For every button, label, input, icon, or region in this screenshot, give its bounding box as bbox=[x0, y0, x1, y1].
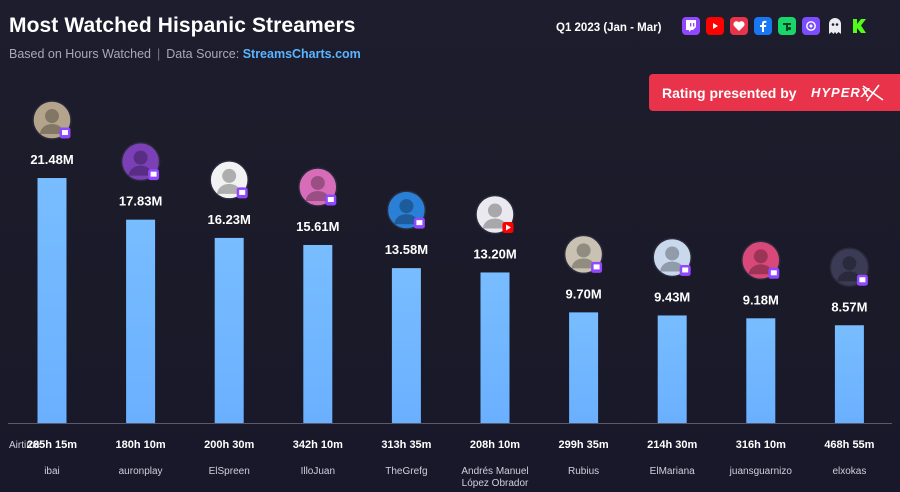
value-label: 21.48M bbox=[30, 152, 73, 167]
heart-icon[interactable] bbox=[730, 17, 748, 35]
avatar-head bbox=[665, 246, 680, 261]
promo-banner[interactable]: Rating presented by HYPERX bbox=[649, 74, 900, 111]
avatar-shoulders bbox=[748, 264, 773, 275]
subtitle-separator: | bbox=[156, 47, 161, 61]
twitch-glyph-icon bbox=[150, 171, 157, 177]
subtitle: Based on Hours Watched | Data Source: Stre… bbox=[9, 47, 361, 61]
avatar-head bbox=[399, 199, 414, 214]
facebook-icon[interactable] bbox=[754, 17, 772, 35]
twitch-glyph-icon bbox=[239, 189, 246, 195]
twitch-glyph-icon bbox=[859, 277, 866, 283]
bar[interactable] bbox=[214, 237, 244, 423]
value-label: 13.58M bbox=[385, 242, 428, 257]
ghost-icon[interactable] bbox=[826, 17, 844, 35]
avatar-head bbox=[488, 203, 502, 218]
streamer-name: auronplay bbox=[119, 466, 163, 477]
streamer-name: Andrés Manuel bbox=[461, 466, 528, 477]
streamer-name: IlloJuan bbox=[301, 466, 335, 477]
avatar-shoulders bbox=[571, 258, 596, 269]
streamer-name: López Obrador bbox=[462, 478, 529, 489]
streamer-name: Rubius bbox=[568, 466, 599, 477]
bar[interactable] bbox=[569, 312, 599, 423]
streamer-name: elxokas bbox=[832, 466, 866, 477]
avatar-head bbox=[753, 249, 768, 264]
avatar-shoulders bbox=[483, 218, 507, 229]
twitch-glyph-icon bbox=[593, 264, 600, 270]
airtime-value: 316h 10m bbox=[736, 439, 786, 451]
hyperx-logo: HYPERX bbox=[811, 84, 884, 101]
avatar-head bbox=[45, 109, 59, 124]
streamer-name: juansguarnizo bbox=[729, 466, 793, 477]
bar[interactable] bbox=[746, 318, 776, 423]
avatar-head bbox=[133, 150, 148, 165]
period-label: Q1 2023 (Jan - Mar) bbox=[556, 22, 662, 34]
avatar-shoulders bbox=[217, 183, 242, 194]
page-title: Most Watched Hispanic Streamers bbox=[9, 14, 356, 37]
value-label: 16.23M bbox=[208, 212, 251, 227]
airtime-value: 285h 15m bbox=[27, 439, 77, 451]
value-label: 9.43M bbox=[654, 289, 690, 304]
streamer-name: ElMariana bbox=[650, 466, 695, 477]
streamer-name: ElSpreen bbox=[209, 466, 250, 477]
avatar-head bbox=[310, 175, 325, 190]
youtube-play-icon bbox=[506, 224, 511, 231]
bar[interactable] bbox=[391, 268, 421, 423]
avatar-shoulders bbox=[128, 165, 153, 176]
value-label: 15.61M bbox=[296, 219, 339, 234]
bar[interactable] bbox=[834, 325, 864, 423]
airtime-value: 342h 10m bbox=[293, 439, 343, 451]
airtime-value: 468h 55m bbox=[824, 439, 874, 451]
value-label: 9.70M bbox=[566, 286, 602, 301]
avatar-shoulders bbox=[394, 214, 419, 225]
bar[interactable] bbox=[303, 244, 333, 423]
hyperx-logo-text: HYPERX bbox=[811, 85, 871, 100]
twitch-glyph-icon bbox=[416, 220, 423, 226]
streamer-name: TheGrefg bbox=[385, 466, 427, 477]
avatar-shoulders bbox=[837, 271, 862, 282]
airtime-value: 299h 35m bbox=[559, 439, 609, 451]
trovo-icon[interactable] bbox=[778, 17, 796, 35]
avatar-shoulders bbox=[40, 124, 64, 135]
value-label: 8.57M bbox=[831, 299, 867, 314]
avatar-shoulders bbox=[660, 261, 685, 272]
source-link[interactable]: StreamsCharts.com bbox=[242, 47, 361, 61]
avatar-shoulders bbox=[305, 190, 330, 201]
bar[interactable] bbox=[126, 219, 156, 423]
nimo-icon[interactable] bbox=[802, 17, 820, 35]
airtime-value: 180h 10m bbox=[116, 439, 166, 451]
twitch-icon[interactable] bbox=[682, 17, 700, 35]
twitch-glyph-icon bbox=[62, 130, 68, 136]
twitch-glyph-icon bbox=[770, 270, 777, 276]
youtube-icon[interactable] bbox=[706, 17, 724, 35]
platform-icons bbox=[682, 17, 868, 35]
airtime-value: 313h 35m bbox=[381, 439, 431, 451]
airtime-value: 214h 30m bbox=[647, 439, 697, 451]
value-label: 13.20M bbox=[473, 246, 516, 261]
bar[interactable] bbox=[657, 315, 687, 423]
value-label: 17.83M bbox=[119, 194, 162, 209]
subtitle-basis: Based on Hours Watched bbox=[9, 47, 151, 61]
kick-icon[interactable] bbox=[850, 17, 868, 35]
airtime-title: Airtime: bbox=[9, 440, 43, 451]
avatar-head bbox=[222, 168, 237, 183]
twitch-glyph-icon bbox=[327, 196, 334, 202]
avatar-head bbox=[842, 256, 857, 271]
source-label: Data Source: bbox=[166, 47, 240, 61]
streamer-name: ibai bbox=[44, 466, 60, 477]
avatar-head bbox=[576, 243, 591, 258]
promo-text: Rating presented by bbox=[662, 84, 797, 101]
value-label: 9.18M bbox=[743, 292, 779, 307]
airtime-value: 200h 30m bbox=[204, 439, 254, 451]
bar[interactable] bbox=[37, 178, 67, 423]
bar[interactable] bbox=[480, 272, 510, 423]
twitch-glyph-icon bbox=[682, 267, 689, 273]
airtime-value: 208h 10m bbox=[470, 439, 520, 451]
